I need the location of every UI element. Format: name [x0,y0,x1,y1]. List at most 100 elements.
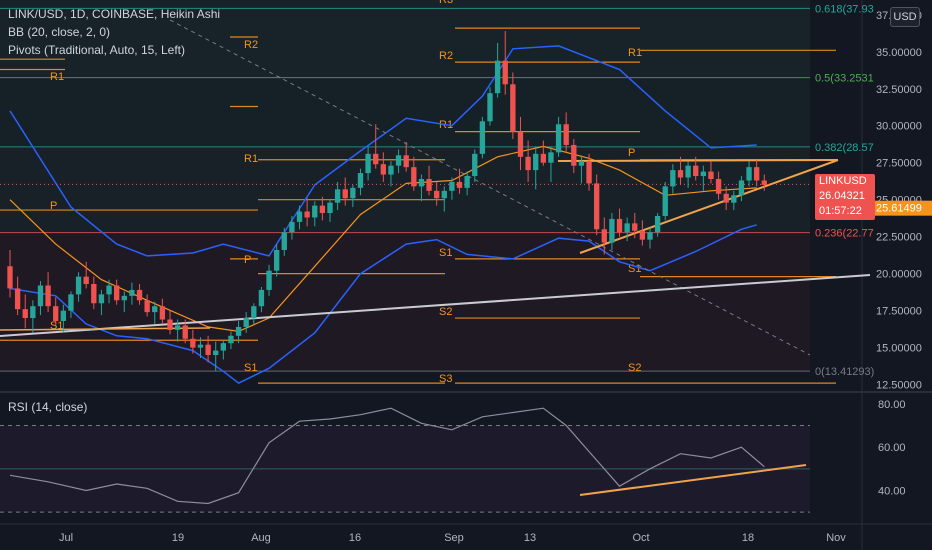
candle-body [395,155,402,166]
bb-legend[interactable]: BB (20, close, 2, 0) [8,25,111,39]
time-tick-label: Jul [59,532,73,544]
pivot-label: P [50,200,57,212]
candle-body [677,170,684,178]
price-tick-label: 30.00000 [876,121,922,133]
candle-body [472,153,478,177]
fib-level-label: 0.618(37.93 [815,3,874,15]
pivots-legend[interactable]: Pivots (Traditional, Auto, 15, Left) [8,43,185,57]
candle-body [37,285,44,307]
candle-body [167,319,173,330]
price-tick-label: 22.50000 [876,232,922,244]
candle-body [502,60,508,85]
fib-level-label: 0.382(28.57 [815,142,874,154]
time-tick-label: 13 [524,532,536,544]
pivot-label: S1 [439,247,452,259]
candle-body [388,165,394,175]
candle-body [700,171,706,177]
candle-body [616,218,623,233]
symbol-tag: LINKUSD [819,175,867,187]
chart-title: LINK/USD, 1D, COINBASE, Heikin Ashi [8,7,221,21]
candle-body [53,306,59,321]
pivot-label: S2 [628,362,641,374]
pivot-label: P [628,147,635,159]
candle-body [578,161,585,166]
bb-basis-value: 25.61499 [876,203,922,215]
candle-body [761,180,767,185]
price-tick-label: 15.00000 [876,343,922,355]
candle-body [205,344,211,356]
currency-badge[interactable]: USD [890,7,920,27]
candle-body [327,202,333,214]
candle-body [289,221,295,233]
candle-body [45,285,51,307]
candle-body [426,178,432,191]
candle-body [266,270,272,290]
candle-body [235,326,242,336]
candle-body [487,93,493,122]
candle-body [693,165,699,177]
candle-body [159,306,166,320]
rsi-line [9,407,765,505]
bb-basis-tag [870,200,932,216]
candle-body [586,161,592,184]
candle-body [411,167,417,187]
pivot-label: R1 [50,71,64,83]
price-tick-label: 27.50000 [876,158,922,170]
candle-body [243,318,249,327]
fib-level-label: 0(13.41293) [815,366,874,378]
rsi-legend[interactable]: RSI (14, close) [8,400,88,414]
fib-level-label: 0.5(33.2531 [815,73,874,85]
candle-body [14,288,21,310]
pivot-label: S3 [439,373,452,385]
candle-body [60,310,66,321]
candle-body [373,153,379,165]
candle-body [228,335,234,344]
time-tick-label: 19 [172,532,184,544]
candle-body [281,232,287,250]
time-tick-label: Sep [444,532,464,544]
candle-body [213,350,219,356]
candle-body [647,232,653,240]
candle-body [174,325,181,330]
candle-body [464,176,470,188]
candle-body [449,181,455,191]
candle-body [357,173,364,188]
price-tick-label: 12.50000 [876,380,922,392]
candle-body [403,155,409,168]
candle-body [517,131,524,157]
candle-body [731,195,737,203]
candle-body [754,167,760,181]
candle-body [75,276,82,295]
fib-level-label: 0.236(22.77 [815,228,874,240]
candle-body [601,229,607,243]
candle-body [723,193,729,203]
dashed-trendline [169,19,811,356]
pivot-label: R1 [244,153,258,165]
candle-body [304,211,310,218]
rsi-tick-label: 60.00 [878,442,906,454]
candle-body [312,205,318,218]
triangle-lower-line [579,159,839,254]
candle-body [571,144,577,166]
candle-body [91,284,97,304]
time-tick-label: Aug [251,532,271,544]
last-price-tag: LINKUSD 26.04321 01:57:22 [815,174,875,220]
candle-body [654,215,661,233]
candle-body [525,156,531,171]
pivot-label: P [244,254,251,266]
pivot-label: R3 [439,0,453,6]
candle-body [83,276,89,285]
pivot-label: R1 [628,47,642,59]
candle-body [121,295,127,301]
candle-body [350,187,356,199]
candle-body [319,205,326,214]
candle-body [632,223,638,231]
rsi-tick-label: 40.00 [878,486,906,498]
candle-body [380,164,386,175]
candle-body [594,183,600,230]
candle-body [609,218,615,243]
candle-body [540,153,546,163]
candle-body [494,60,501,94]
time-tick-label: Oct [632,532,649,544]
